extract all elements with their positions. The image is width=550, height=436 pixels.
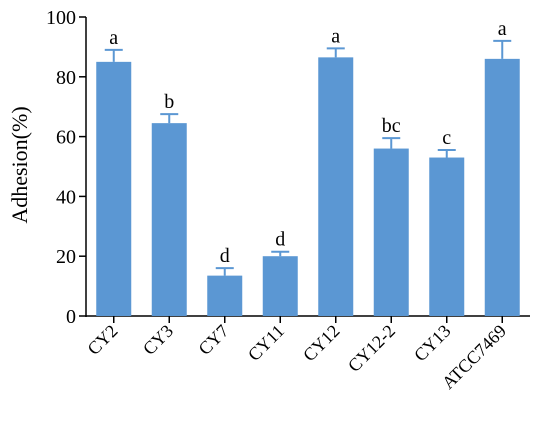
x-tick-label: CY3 [139,321,177,359]
significance-letter: b [164,91,174,113]
bar [484,58,520,317]
y-tick-label: 0 [66,306,76,328]
y-tick-label: 60 [56,127,76,149]
bar [262,256,298,316]
significance-letter: a [498,18,507,40]
x-tick-label: CY11 [244,321,288,365]
x-tick-label: CY7 [194,321,232,359]
significance-letter: a [331,25,340,47]
bar [96,61,132,316]
y-tick-label: 40 [56,186,76,208]
significance-letters: a b d d a bc c a [109,18,507,267]
bar [151,123,187,317]
x-tick-label: CY13 [410,321,455,366]
x-tick-label: CY2 [83,321,121,359]
y-tick-label: 20 [56,246,76,268]
y-axis-label: Adhesion(%) [7,106,32,223]
bars [96,57,520,317]
bar [207,275,243,316]
bar [429,157,465,316]
significance-letter: bc [382,115,401,137]
significance-letter: c [442,127,451,149]
bar [373,148,409,316]
y-tick-label: 80 [56,67,76,89]
y-tick-label: 100 [46,7,76,29]
bar [318,57,354,317]
significance-letter: a [109,27,118,49]
error-bars [104,39,512,276]
significance-letter: d [220,245,230,267]
x-tick-label: CY12 [299,321,344,366]
x-tick-label: CY12-2 [344,321,399,376]
significance-letter: d [275,229,285,251]
